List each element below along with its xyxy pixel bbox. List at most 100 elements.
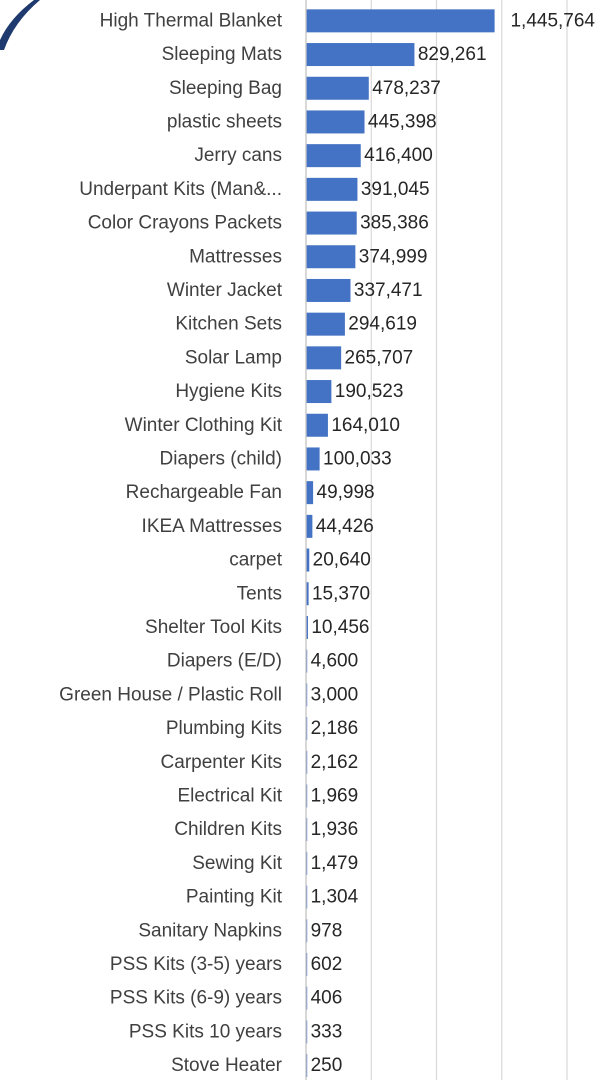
category-label: IKEA Mattresses: [142, 516, 282, 537]
category-label: Winter Jacket: [167, 280, 283, 301]
bar-27: [306, 919, 308, 943]
value-label: 15,370: [312, 583, 370, 604]
category-label: Hygiene Kits: [175, 381, 282, 402]
category-label: Solar Lamp: [185, 347, 282, 368]
bar-9: [306, 312, 345, 336]
category-label: Sewing Kit: [192, 853, 282, 874]
bar-28: [306, 952, 308, 976]
corner-logo-fragment: [0, 0, 40, 50]
category-label: plastic sheets: [167, 111, 282, 132]
bar-10: [306, 346, 342, 370]
category-label: Stove Heater: [171, 1055, 283, 1076]
category-label: Winter Clothing Kit: [125, 415, 283, 436]
bar-20: [306, 683, 308, 707]
bar-24: [306, 818, 308, 842]
value-label: 602: [311, 954, 343, 975]
category-label: Sleeping Bag: [169, 78, 282, 99]
bar-18: [306, 615, 308, 639]
value-label: 478,237: [372, 78, 441, 99]
bar-16: [306, 548, 310, 572]
value-label: 406: [311, 988, 343, 1009]
bar-8: [306, 278, 351, 302]
value-label: 44,426: [316, 516, 374, 537]
value-label: 337,471: [354, 280, 423, 301]
value-label: 1,936: [311, 819, 359, 840]
value-label: 49,998: [317, 482, 375, 503]
bar-3: [306, 110, 365, 134]
category-label: Mattresses: [189, 246, 282, 267]
value-label: 250: [311, 1055, 343, 1076]
bar-1: [306, 43, 415, 67]
category-label: Diapers (child): [160, 448, 282, 469]
value-label: 294,619: [348, 314, 417, 335]
category-label: Green House / Plastic Roll: [59, 684, 282, 705]
bar-21: [306, 717, 308, 741]
bar-22: [306, 750, 308, 774]
value-label: 10,456: [311, 617, 369, 638]
bar-17: [306, 582, 309, 606]
value-label: 4,600: [311, 651, 359, 672]
bar-26: [306, 885, 308, 909]
value-label: 1,445,764: [510, 10, 595, 31]
category-label: Kitchen Sets: [175, 314, 282, 335]
category-label: Carpenter Kits: [161, 752, 282, 773]
bar-4: [306, 144, 361, 168]
value-label: 416,400: [364, 145, 433, 166]
bar-6: [306, 211, 357, 235]
value-label: 333: [311, 1021, 343, 1042]
bar-25: [306, 851, 308, 875]
category-label: PSS Kits 10 years: [129, 1021, 282, 1042]
bar-13: [306, 447, 320, 471]
bar-31: [306, 1054, 308, 1078]
bar-12: [306, 413, 328, 437]
value-label: 1,479: [311, 853, 359, 874]
value-label: 2,162: [311, 752, 359, 773]
category-label: Painting Kit: [186, 887, 283, 908]
category-label: Jerry cans: [194, 145, 282, 166]
bars: [306, 9, 495, 1078]
value-label: 374,999: [359, 246, 428, 267]
bar-29: [306, 986, 308, 1010]
value-label: 20,640: [313, 550, 371, 571]
logo-swoosh: [0, 0, 40, 50]
category-label: Electrical Kit: [177, 785, 282, 806]
value-label: 190,523: [335, 381, 404, 402]
value-label: 445,398: [368, 111, 437, 132]
value-label: 2,186: [311, 718, 359, 739]
value-labels: 1,445,764 829,261 478,237 445,398 416,400 391…: [311, 10, 596, 1076]
category-label: Underpant Kits (Man&...: [79, 179, 282, 200]
value-label: 164,010: [331, 415, 400, 436]
category-label: PSS Kits (6-9) years: [110, 988, 282, 1009]
category-label: Sleeping Mats: [162, 44, 282, 65]
gridlines: [370, 0, 568, 1080]
bar-30: [306, 1020, 308, 1044]
value-label: 1,304: [311, 887, 359, 908]
bar-23: [306, 784, 308, 808]
category-labels: High Thermal Blanket Sleeping Mats Sleepin…: [59, 10, 283, 1076]
value-label: 265,707: [345, 347, 414, 368]
bar-11: [306, 380, 332, 404]
category-label: Plumbing Kits: [166, 718, 282, 739]
category-label: High Thermal Blanket: [100, 10, 283, 31]
bar-5: [306, 177, 358, 201]
category-label: Children Kits: [174, 819, 282, 840]
value-label: 978: [311, 920, 343, 941]
bar-15: [306, 514, 313, 538]
bar-2: [306, 76, 369, 100]
value-label: 3,000: [311, 684, 359, 705]
category-label: carpet: [229, 550, 283, 571]
value-label: 385,386: [360, 213, 429, 234]
category-label: Color Crayons Packets: [88, 213, 282, 234]
bar-7: [306, 245, 356, 269]
category-label: Diapers (E/D): [167, 651, 282, 672]
category-label: Tents: [237, 583, 282, 604]
bar-0: [306, 9, 495, 33]
value-label: 100,033: [323, 448, 392, 469]
bar-19: [306, 649, 308, 673]
category-label: PSS Kits (3-5) years: [110, 954, 282, 975]
bar-14: [306, 481, 314, 505]
value-label: 391,045: [361, 179, 430, 200]
value-label: 1,969: [311, 785, 359, 806]
